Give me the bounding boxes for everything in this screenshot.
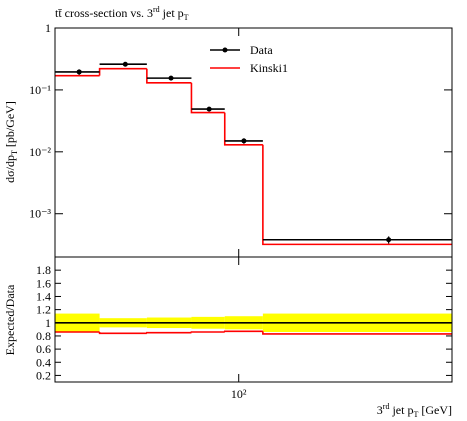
- label-part: rd: [383, 402, 390, 411]
- ratio-step: [190, 331, 225, 333]
- title-part: rd: [153, 5, 160, 14]
- ratio-step: [262, 331, 452, 335]
- title-part: tt̄ cross-section vs. 3: [55, 6, 153, 20]
- label-part: [pb/GeV]: [3, 101, 17, 150]
- data-point: [206, 106, 212, 112]
- ratio-step: [146, 331, 192, 334]
- model-step: [98, 67, 147, 76]
- model-step: [262, 144, 452, 246]
- data-point: [168, 75, 174, 81]
- legend-marker: [222, 47, 228, 53]
- y-tick-label: 10⁻²: [29, 145, 51, 159]
- ratio-y-tick-label: 1.8: [36, 263, 51, 277]
- ratio-y-tick-label: 1.6: [36, 276, 51, 290]
- ratio-y-tick-label: 1.2: [36, 303, 51, 317]
- label-part: jet p: [389, 403, 413, 417]
- model-step: [223, 112, 263, 146]
- y-axis-label: dσ/dpT [pb/GeV]: [3, 101, 19, 183]
- data-point: [122, 61, 128, 67]
- ratio-step: [98, 332, 147, 335]
- y-tick-label: 10⁻¹: [29, 83, 51, 97]
- title-part: T: [184, 13, 189, 22]
- label-part: T: [413, 410, 418, 419]
- x-axis-label: 3rd jet pT [GeV]: [377, 402, 452, 419]
- ratio-y-tick-label: 1.4: [36, 289, 51, 303]
- chart-title: tt̄ cross-section vs. 3rd jet pT: [55, 5, 189, 22]
- legend-label: Data: [250, 43, 273, 57]
- x-tick-label: 10²: [231, 387, 247, 401]
- ratio-y-tick-label: 0.2: [36, 368, 51, 382]
- label-part: 3: [377, 403, 383, 417]
- ratio-y-axis-label: Expected/Data: [3, 284, 17, 355]
- label-part: T: [10, 150, 19, 155]
- ratio-y-tick-label: 0.6: [36, 342, 51, 356]
- label-part: [GeV]: [418, 403, 452, 417]
- data-point: [386, 237, 392, 243]
- ratio-frame: [54, 256, 453, 383]
- ratio-step: [223, 330, 263, 333]
- label-part: dσ/dp: [3, 155, 17, 183]
- ratio-y-tick-label: 0.4: [36, 355, 51, 369]
- ratio-y-tick-label: 0.8: [36, 329, 51, 343]
- ratio-y-tick-label: 1: [45, 316, 51, 330]
- model-step: [190, 82, 225, 114]
- y-tick-label: 10⁻³: [29, 207, 51, 221]
- data-point: [241, 138, 247, 144]
- y-tick-label: 1: [45, 21, 51, 35]
- legend-label: Kinski1: [250, 61, 288, 75]
- model-step: [146, 68, 192, 84]
- title-part: jet p: [160, 6, 184, 20]
- data-point: [76, 69, 82, 75]
